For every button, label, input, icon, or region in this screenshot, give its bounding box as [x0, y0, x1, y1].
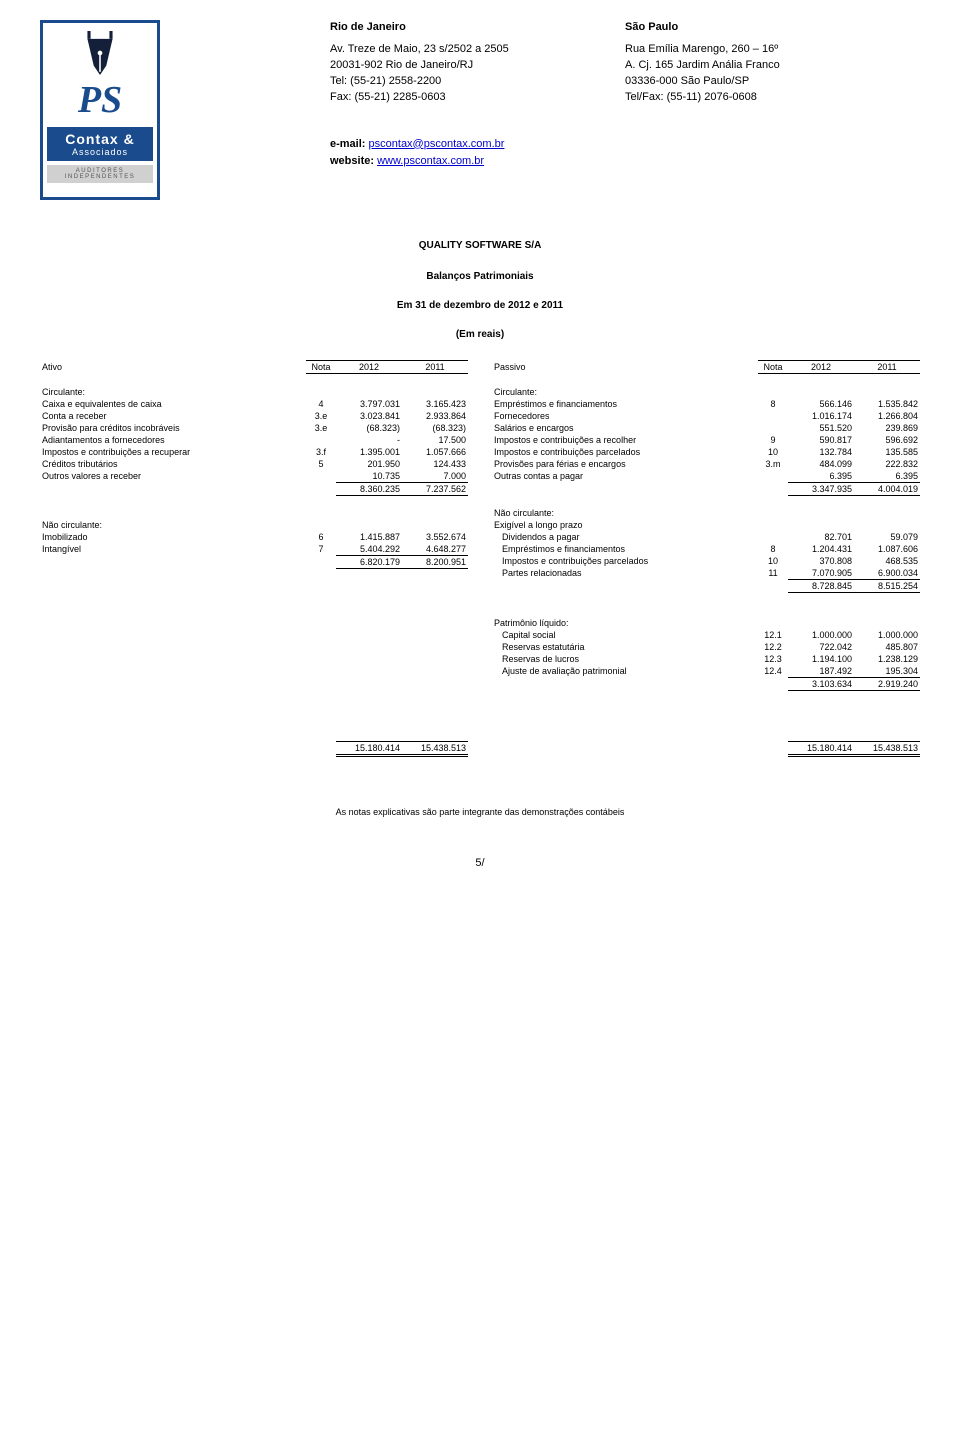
- ativo-column: Ativo Nota 2012 2011 Circulante: Caixa e…: [40, 360, 468, 691]
- table-row: Empréstimos e financiamentos8566.1461.53…: [492, 398, 920, 410]
- table-row: Impostos e contribuições parcelados10132…: [492, 446, 920, 458]
- logo-contax-block: Contax & Associados: [47, 127, 153, 161]
- footer-note: As notas explicativas são parte integran…: [40, 807, 920, 817]
- passivo-exigivel-label: Exigível a longo prazo: [492, 519, 758, 531]
- passivo-head-nota: Nota: [758, 361, 788, 374]
- page-number: 5/: [40, 857, 920, 869]
- passivo-total-row: 15.180.414 15.438.513: [492, 741, 920, 755]
- passivo-header-row: Passivo Nota 2012 2011: [492, 361, 920, 374]
- email-label: e-mail:: [330, 138, 365, 150]
- ativo-total-2011: 15.438.513: [402, 741, 468, 755]
- table-row: Provisão para créditos incobráveis3.e(68…: [40, 422, 468, 434]
- passivo-subtotal-pl: 3.103.6342.919.240: [492, 677, 920, 690]
- ativo-circulante-label: Circulante:: [40, 386, 306, 398]
- passivo-total-2012: 15.180.414: [788, 741, 854, 755]
- letterhead: PS Contax & Associados AUDITORES INDEPEN…: [40, 20, 920, 200]
- ativo-total-row: 15.180.414 15.438.513: [40, 741, 468, 755]
- table-row: Adiantamentos a fornecedores-17.500: [40, 434, 468, 446]
- ativo-total-2012: 15.180.414: [336, 741, 402, 755]
- ativo-table: Ativo Nota 2012 2011 Circulante: Caixa e…: [40, 360, 468, 569]
- pen-nib-icon: [84, 31, 116, 75]
- address-rio: Rio de Janeiro Av. Treze de Maio, 23 s/2…: [330, 20, 625, 106]
- sp-line2: A. Cj. 165 Jardim Anália Franco: [625, 58, 920, 74]
- table-row: Outros valores a receber10.7357.000: [40, 470, 468, 483]
- table-row: Dividendos a pagar82.70159.079: [492, 531, 920, 543]
- city-sp: São Paulo: [625, 20, 920, 36]
- table-row: Fornecedores1.016.1741.266.804: [492, 410, 920, 422]
- passivo-circulante-label: Circulante:: [492, 386, 758, 398]
- website-link[interactable]: www.pscontax.com.br: [377, 155, 484, 167]
- address-sp: São Paulo Rua Emília Marengo, 260 – 16º …: [625, 20, 920, 106]
- table-row: Outras contas a pagar6.3956.395: [492, 470, 920, 483]
- table-row: Salários e encargos551.520239.869: [492, 422, 920, 434]
- address-block: Rio de Janeiro Av. Treze de Maio, 23 s/2…: [180, 20, 920, 200]
- rio-line4: Fax: (55-21) 2285-0603: [330, 90, 625, 106]
- ativo-head-2011: 2011: [402, 361, 468, 374]
- rio-line1: Av. Treze de Maio, 23 s/2502 a 2505: [330, 42, 625, 58]
- ativo-head-label: Ativo: [40, 361, 306, 374]
- rio-line3: Tel: (55-21) 2558-2200: [330, 74, 625, 90]
- sp-line4: Tel/Fax: (55-11) 2076-0608: [625, 90, 920, 106]
- table-row: Reservas estatutária12.2722.042485.807: [492, 641, 920, 653]
- company-name: QUALITY SOFTWARE S/A: [40, 240, 920, 251]
- ativo-head-2012: 2012: [336, 361, 402, 374]
- logo-contax-line1: Contax &: [47, 131, 153, 147]
- table-row: Ajuste de avaliação patrimonial12.4187.4…: [492, 665, 920, 678]
- table-row: Intangível75.404.2924.648.277: [40, 543, 468, 556]
- passivo-subtotal-circulante: 3.347.9354.004.019: [492, 482, 920, 495]
- passivo-nao-circulante-label: Não circulante:: [492, 507, 758, 519]
- passivo-head-2012: 2012: [788, 361, 854, 374]
- passivo-column: Passivo Nota 2012 2011 Circulante: Empré…: [492, 360, 920, 691]
- logo-ps-text: PS: [78, 81, 122, 119]
- logo-column: PS Contax & Associados AUDITORES INDEPEN…: [40, 20, 160, 200]
- sp-line3: 03336-000 São Paulo/SP: [625, 74, 920, 90]
- passivo-table: Passivo Nota 2012 2011 Circulante: Empré…: [492, 360, 920, 691]
- statement-period: Em 31 de dezembro de 2012 e 2011: [40, 300, 920, 311]
- website-label: website:: [330, 155, 374, 167]
- ativo-subtotal-ncirc: 6.820.1798.200.951: [40, 556, 468, 569]
- ativo-nao-circulante-label: Não circulante:: [40, 519, 306, 531]
- table-row: Imobilizado61.415.8873.552.674: [40, 531, 468, 543]
- passivo-head-label: Passivo: [492, 361, 758, 374]
- statement-unit: (Em reais): [40, 329, 920, 340]
- table-row: Caixa e equivalentes de caixa43.797.0313…: [40, 398, 468, 410]
- table-row: Impostos e contribuições parcelados10370…: [492, 555, 920, 567]
- city-rio: Rio de Janeiro: [330, 20, 625, 36]
- table-row: Partes relacionadas117.070.9056.900.034: [492, 567, 920, 580]
- totals-row: 15.180.414 15.438.513 15.180.414 15.438.…: [40, 741, 920, 757]
- email-link[interactable]: pscontax@pscontax.com.br: [369, 138, 505, 150]
- balance-sheet: Ativo Nota 2012 2011 Circulante: Caixa e…: [40, 360, 920, 691]
- table-row: Reservas de lucros12.31.194.1001.238.129: [492, 653, 920, 665]
- rio-line2: 20031-902 Rio de Janeiro/RJ: [330, 58, 625, 74]
- ativo-subtotal-circulante: 8.360.2357.237.562: [40, 482, 468, 495]
- table-row: Provisões para férias e encargos3.m484.0…: [492, 458, 920, 470]
- company-logo: PS Contax & Associados AUDITORES INDEPEN…: [40, 20, 160, 200]
- ativo-header-row: Ativo Nota 2012 2011: [40, 361, 468, 374]
- sp-line1: Rua Emília Marengo, 260 – 16º: [625, 42, 920, 58]
- contact-block: e-mail: pscontax@pscontax.com.br website…: [330, 136, 920, 171]
- passivo-pl-label: Patrimônio líquido:: [492, 617, 758, 629]
- table-row: Créditos tributários5201.950124.433: [40, 458, 468, 470]
- statement-title: Balanços Patrimoniais: [40, 271, 920, 282]
- passivo-subtotal-ncirc: 8.728.8458.515.254: [492, 580, 920, 593]
- passivo-head-2011: 2011: [854, 361, 920, 374]
- passivo-total-2011: 15.438.513: [854, 741, 920, 755]
- table-row: Impostos e contribuições a recolher9590.…: [492, 434, 920, 446]
- table-row: Capital social12.11.000.0001.000.000: [492, 629, 920, 641]
- logo-contax-line2: Associados: [47, 147, 153, 157]
- ativo-head-nota: Nota: [306, 361, 336, 374]
- logo-auditores-band: AUDITORES INDEPENDENTES: [47, 165, 153, 183]
- table-row: Conta a receber3.e3.023.8412.933.864: [40, 410, 468, 422]
- table-row: Empréstimos e financiamentos81.204.4311.…: [492, 543, 920, 555]
- table-row: Impostos e contribuições a recuperar3.f1…: [40, 446, 468, 458]
